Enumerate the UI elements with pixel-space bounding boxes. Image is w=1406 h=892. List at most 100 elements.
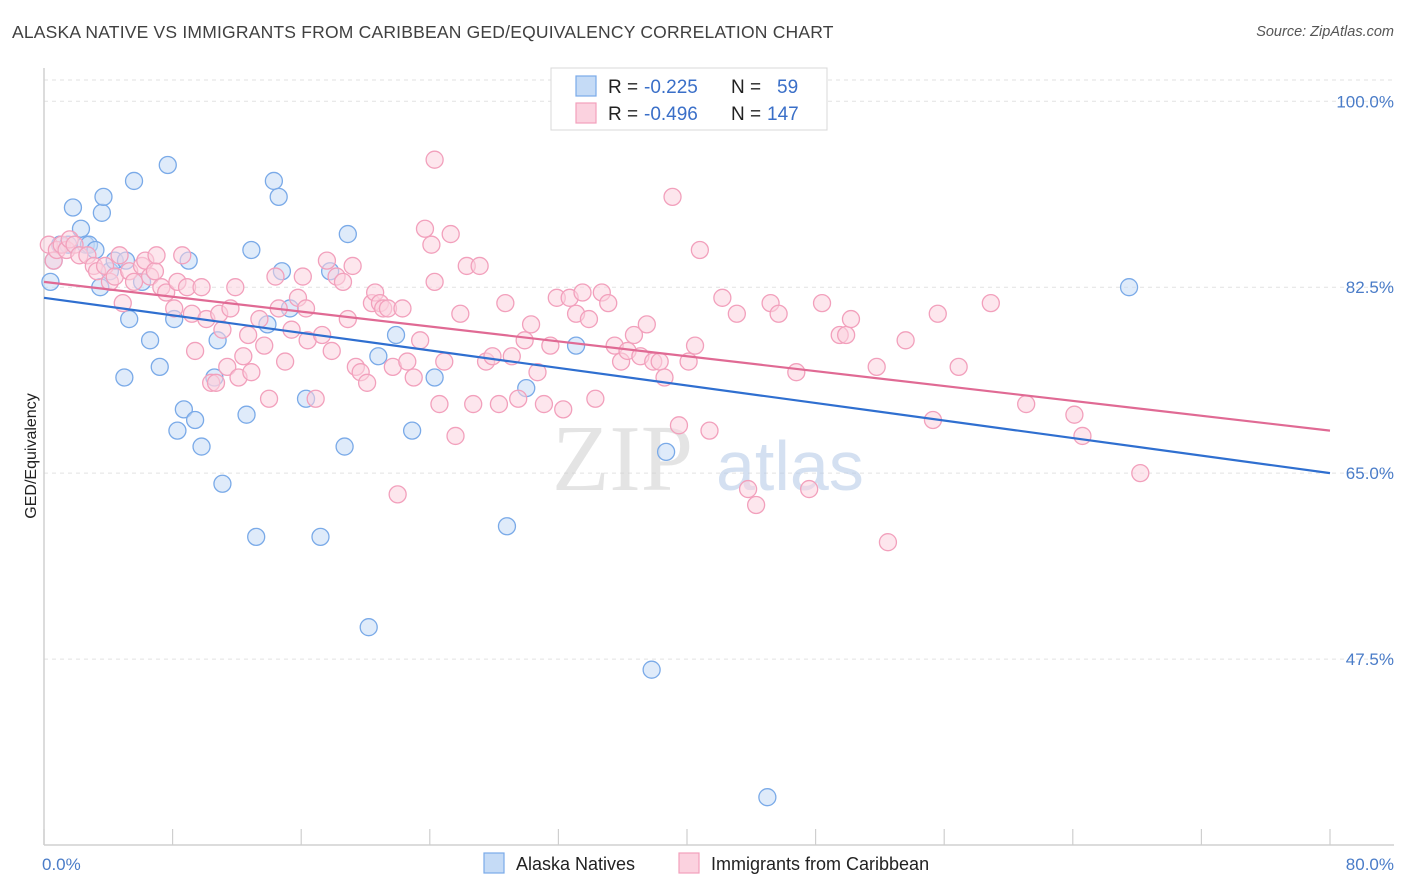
caribbean-point — [388, 485, 407, 504]
alaska-natives-point — [369, 347, 388, 366]
x-ticks — [43, 829, 1331, 845]
caribbean-point — [878, 533, 898, 552]
alaska-natives-point — [115, 368, 134, 387]
caribbean-point — [812, 293, 832, 313]
caribbean-point — [275, 352, 295, 371]
caribbean-point — [173, 246, 192, 265]
caribbean-point — [425, 272, 444, 292]
caribbean-point — [663, 187, 682, 207]
alaska-natives-point — [150, 357, 169, 377]
caribbean-point — [624, 325, 644, 345]
caribbean-point — [357, 373, 377, 392]
caribbean-point — [685, 336, 705, 355]
alaska-natives-point — [1119, 278, 1139, 297]
y-tick-label: 65.0% — [1346, 464, 1394, 483]
caribbean-point — [296, 299, 316, 318]
source-label: Source: ZipAtlas.com — [1256, 24, 1394, 40]
caribbean-point — [496, 293, 515, 313]
caribbean-point — [713, 288, 732, 307]
alaska-natives-point — [264, 171, 284, 191]
trend-line-alaska-natives — [43, 296, 1331, 475]
alaska-natives-point — [192, 437, 211, 456]
caribbean-point — [422, 235, 441, 254]
y-axis-label: GED/Equivalency — [23, 393, 40, 518]
alaska-natives-point — [758, 788, 777, 807]
caribbean-point — [483, 347, 502, 366]
legend-swatch-alaska-natives — [575, 75, 597, 97]
alaska-natives-point — [425, 368, 444, 387]
caribbean-point — [124, 272, 144, 292]
alaska-natives-point — [242, 240, 261, 260]
caribbean-point — [451, 304, 470, 323]
legend-n-value-1: 59 — [777, 77, 798, 98]
alaska-natives-point — [642, 660, 661, 679]
alaska-natives-point — [335, 437, 354, 456]
x-tick-label-min: 0.0% — [42, 855, 81, 874]
legend-r-label-2: R = — [608, 104, 638, 125]
alaska-natives-point — [269, 187, 288, 207]
bottom-legend-swatch-alaska-natives — [483, 852, 505, 874]
y-tick-labels: 100.0% 82.5% 65.0% 47.5% — [1336, 92, 1394, 669]
caribbean-point — [586, 389, 605, 408]
caribbean-point — [650, 352, 669, 371]
caribbean-point — [599, 293, 618, 313]
caribbean-point — [242, 363, 261, 382]
legend-r-value-1: -0.225 — [644, 77, 698, 98]
caribbean-point — [306, 389, 325, 408]
correlation-legend: R = -0.225 N = 59 R = -0.496 N = 147 — [550, 67, 828, 131]
caribbean-point — [333, 272, 353, 292]
caribbean-point — [669, 416, 689, 435]
caribbean-point — [226, 278, 245, 297]
caribbean-point — [727, 304, 746, 323]
legend-r-label-1: R = — [608, 77, 638, 98]
caribbean-point — [1073, 426, 1092, 446]
caribbean-point — [787, 363, 806, 382]
alaska-natives-point — [402, 421, 422, 440]
caribbean-point — [206, 373, 226, 392]
watermark-atlas: atlas — [716, 427, 864, 505]
caribbean-point — [165, 299, 184, 318]
caribbean-point — [110, 246, 129, 265]
alaska-natives-point — [656, 442, 676, 462]
caribbean-point — [393, 299, 412, 318]
alaska-natives-point — [497, 517, 517, 536]
caribbean-point — [949, 357, 968, 377]
caribbean-point — [464, 394, 483, 414]
caribbean-point — [404, 368, 423, 387]
caribbean-point — [259, 389, 279, 408]
chart-title: ALASKA NATIVE VS IMMIGRANTS FROM CARIBBE… — [12, 22, 834, 42]
caribbean-point — [415, 219, 435, 238]
alaska-natives-point — [359, 618, 378, 637]
caribbean-point — [841, 309, 861, 329]
x-tick-label-max: 80.0% — [1346, 855, 1394, 874]
caribbean-point — [509, 389, 528, 408]
caribbean-point — [1017, 394, 1036, 414]
caribbean-point — [435, 352, 454, 371]
caribbean-point — [239, 325, 258, 345]
caribbean-point — [1065, 405, 1084, 424]
caribbean-point — [343, 256, 362, 276]
y-tick-label: 100.0% — [1336, 92, 1394, 111]
alaska-natives-point — [213, 474, 232, 493]
alaska-natives-point — [185, 410, 205, 430]
caribbean-point — [579, 309, 599, 329]
alaska-natives-point — [566, 336, 586, 355]
caribbean-point — [250, 309, 269, 329]
alaska-natives-point — [174, 400, 194, 419]
caribbean-point — [147, 246, 166, 265]
series-caribbean-points — [39, 150, 1150, 552]
caribbean-point — [573, 283, 592, 302]
alaska-natives-point — [92, 203, 112, 222]
legend-swatch-caribbean — [575, 102, 597, 124]
caribbean-point — [534, 394, 554, 414]
caribbean-point — [317, 251, 337, 270]
caribbean-point — [896, 331, 915, 350]
legend-n-label-2: N = — [731, 104, 761, 125]
caribbean-point — [700, 421, 719, 440]
caribbean-point — [746, 495, 766, 515]
caribbean-point — [738, 479, 758, 499]
alaska-natives-point — [120, 309, 139, 329]
caribbean-point — [430, 394, 449, 414]
caribbean-point — [266, 267, 285, 286]
caribbean-point — [446, 426, 465, 446]
